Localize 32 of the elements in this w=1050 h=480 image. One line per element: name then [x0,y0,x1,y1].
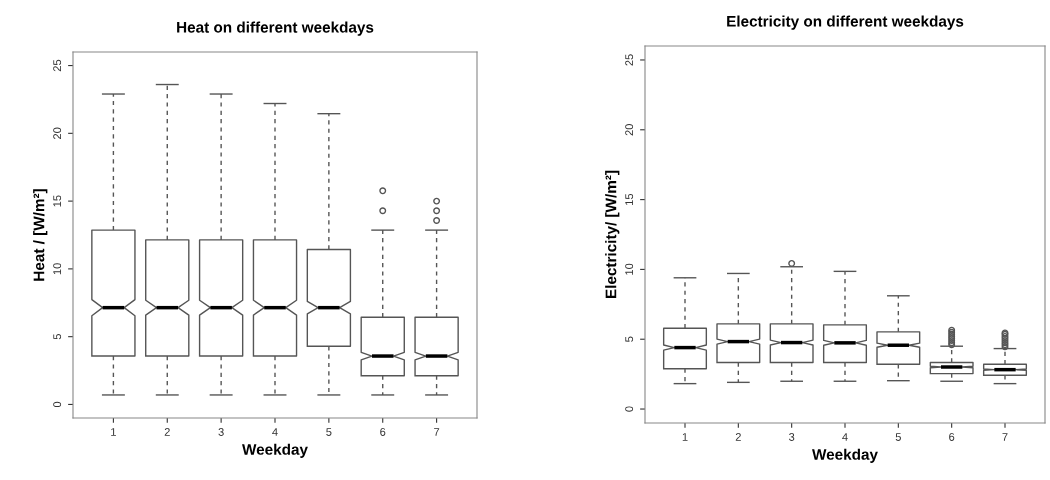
y-tick-label: 5 [625,336,634,342]
y-tick-label: 10 [625,263,634,275]
x-tick-label: 1 [682,433,688,441]
x-tick-label: 5 [895,433,901,441]
x-tick-label: 7 [434,428,440,436]
y-tick-label: 0 [53,401,62,408]
x-tick-label: 7 [1002,433,1008,441]
y-tick-label: 25 [625,54,634,66]
x-tick-label: 3 [218,428,224,436]
x-tick-label: 6 [949,433,955,441]
y-tick-label: 25 [53,59,62,72]
y-axis-title: Heat / [W/m²] [33,189,48,281]
y-axis-title: Electricity/ [W/m²] [605,170,620,298]
x-tick-label: 5 [326,428,332,436]
x-axis-title: Weekday [242,443,308,458]
y-tick-label: 5 [53,334,62,340]
x-tick-label: 6 [380,428,386,436]
x-axis-title: Weekday [812,448,878,463]
x-tick-label: 4 [272,428,278,436]
x-tick-label: 2 [164,428,170,436]
chart-title: Electricity on different weekdays [727,15,964,30]
chart-title: Heat on different weekdays [177,21,374,36]
y-tick-label: 20 [625,124,634,136]
x-tick-label: 1 [111,428,116,436]
y-tick-label: 15 [625,193,634,205]
x-tick-label: 2 [735,433,741,441]
y-tick-label: 10 [53,263,62,275]
y-tick-label: 15 [53,195,62,207]
y-tick-label: 0 [625,406,634,412]
x-tick-label: 4 [842,433,848,441]
y-tick-label: 20 [53,127,62,139]
x-tick-label: 3 [789,433,795,441]
